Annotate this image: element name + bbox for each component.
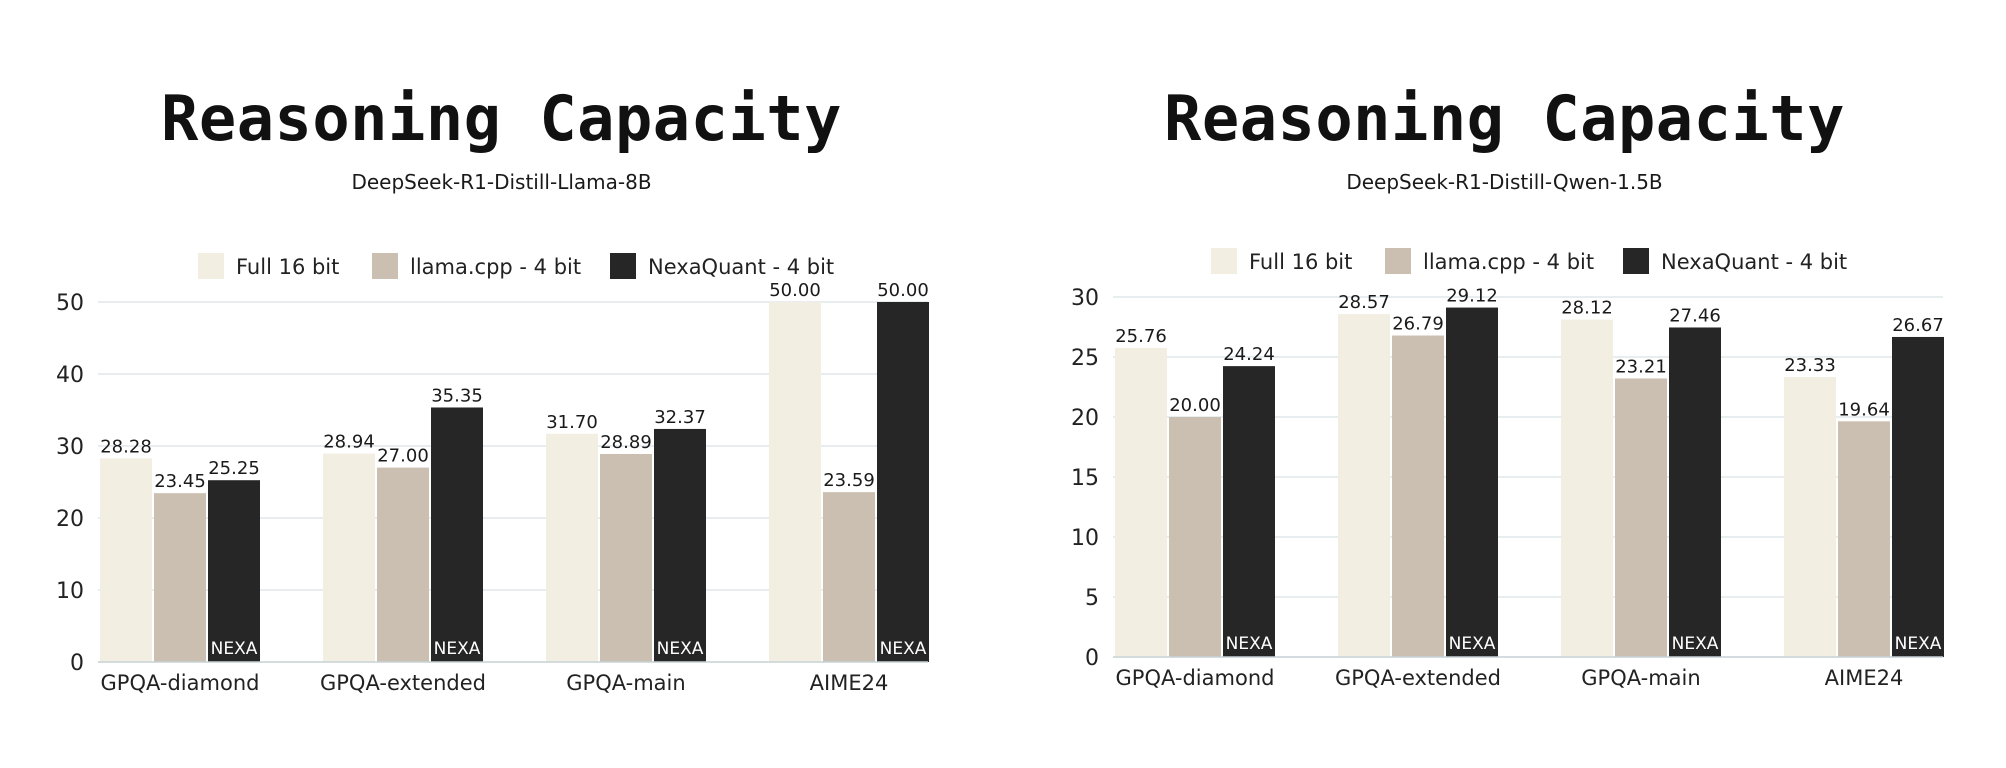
bar: [1892, 336, 1944, 657]
data-label: 25.76: [1115, 326, 1167, 347]
bar: [1669, 327, 1721, 657]
bar: [1115, 347, 1167, 657]
data-label: 28.94: [323, 432, 375, 453]
y-tick-label: 5: [1085, 586, 1099, 611]
chart-subtitle: DeepSeek-R1-Distill-Llama-8B: [351, 170, 652, 194]
legend-label: llama.cpp - 4 bit: [1423, 250, 1594, 274]
x-category-label: GPQA-extended: [1335, 666, 1501, 690]
bar: [377, 467, 429, 662]
nexa-badge: NEXA: [1672, 634, 1719, 654]
data-label: 23.21: [1615, 356, 1667, 377]
nexa-badge: NEXA: [1449, 634, 1496, 654]
y-tick-label: 0: [70, 651, 84, 676]
legend-label: Full 16 bit: [236, 255, 339, 279]
data-label: 20.00: [1169, 395, 1221, 416]
legend-label: Full 16 bit: [1249, 250, 1352, 274]
x-category-label: GPQA-extended: [320, 671, 486, 695]
data-label: 29.12: [1446, 286, 1498, 307]
chart-title: Reasoning Capacity: [1164, 82, 1845, 155]
bar-chart-llama: 0 10 20 30 40 50 Full 16 bit llama.cpp - 4 bit N…: [56, 253, 929, 695]
bar: [1561, 319, 1613, 657]
y-tick-label: 30: [1071, 286, 1099, 311]
bar: [1223, 366, 1275, 657]
chart-panel-qwen: Reasoning Capacity DeepSeek-R1-Distill-Q…: [1003, 0, 2006, 768]
data-label: 32.37: [654, 407, 706, 428]
data-label: 25.25: [208, 458, 260, 479]
bar-chart-qwen: 0 5 10 15 20 25 30 Full 16 bit llama.cpp - 4 bit…: [1071, 248, 1944, 690]
data-label: 35.35: [431, 385, 483, 406]
bar: [1169, 417, 1221, 657]
bar: [431, 407, 483, 662]
x-category-label: AIME24: [810, 671, 889, 695]
x-category-label: GPQA-main: [1581, 666, 1700, 690]
data-label: 50.00: [769, 280, 821, 301]
data-label: 19.64: [1838, 399, 1890, 420]
data-label: 50.00: [877, 280, 929, 301]
nexa-badge: NEXA: [211, 639, 258, 659]
y-tick-label: 0: [1085, 646, 1099, 671]
data-label: 27.00: [377, 446, 429, 467]
data-label: 26.67: [1892, 315, 1944, 336]
chart-subtitle: DeepSeek-R1-Distill-Qwen-1.5B: [1346, 170, 1663, 194]
bar: [1838, 421, 1890, 657]
bar: [1338, 314, 1390, 657]
y-tick-label: 40: [56, 363, 84, 388]
data-label: 24.24: [1223, 344, 1275, 365]
data-label: 28.57: [1338, 292, 1390, 313]
y-tick-label: 20: [56, 507, 84, 532]
nexa-badge: NEXA: [1226, 634, 1273, 654]
bar: [823, 492, 875, 662]
y-tick-label: 30: [56, 435, 84, 460]
nexa-badge: NEXA: [1895, 634, 1942, 654]
legend-swatch: [198, 253, 224, 279]
bar: [600, 453, 652, 662]
y-tick-label: 25: [1071, 346, 1099, 371]
data-label: 26.79: [1392, 314, 1444, 335]
x-category-label: GPQA-main: [566, 671, 685, 695]
data-label: 23.59: [823, 470, 875, 491]
chart-title: Reasoning Capacity: [161, 82, 842, 155]
legend-swatch: [610, 253, 636, 279]
bar: [1392, 335, 1444, 657]
nexa-badge: NEXA: [880, 639, 927, 659]
bar: [877, 302, 929, 662]
y-tick-label: 50: [56, 291, 84, 316]
bar: [654, 428, 706, 662]
y-tick-label: 15: [1071, 466, 1099, 491]
bar: [323, 453, 375, 662]
data-label: 28.89: [600, 432, 652, 453]
x-category-label: GPQA-diamond: [1116, 666, 1275, 690]
chart-panel-llama: Reasoning Capacity DeepSeek-R1-Distill-L…: [56, 82, 929, 695]
x-category-label: AIME24: [1825, 666, 1904, 690]
legend-label: NexaQuant - 4 bit: [1661, 250, 1847, 274]
bar: [154, 493, 206, 662]
data-label: 27.46: [1669, 305, 1721, 326]
legend-label: llama.cpp - 4 bit: [410, 255, 581, 279]
data-label: 31.70: [546, 412, 598, 433]
bar: [208, 480, 260, 662]
y-tick-label: 10: [1071, 526, 1099, 551]
legend-swatch: [1211, 248, 1237, 274]
data-label: 23.45: [154, 471, 206, 492]
bar: [1615, 378, 1667, 657]
bar: [100, 458, 152, 662]
bar: [769, 302, 821, 662]
legend-swatch: [1385, 248, 1411, 274]
bar: [546, 433, 598, 662]
nexa-badge: NEXA: [657, 639, 704, 659]
nexa-badge: NEXA: [434, 639, 481, 659]
data-label: 28.12: [1561, 298, 1613, 319]
data-label: 28.28: [100, 436, 152, 457]
bar: [1446, 307, 1498, 657]
x-category-label: GPQA-diamond: [101, 671, 260, 695]
bar: [1784, 377, 1836, 657]
y-tick-label: 20: [1071, 406, 1099, 431]
y-tick-label: 10: [56, 579, 84, 604]
legend-label: NexaQuant - 4 bit: [648, 255, 834, 279]
legend-swatch: [1623, 248, 1649, 274]
legend-swatch: [372, 253, 398, 279]
data-label: 23.33: [1784, 355, 1836, 376]
